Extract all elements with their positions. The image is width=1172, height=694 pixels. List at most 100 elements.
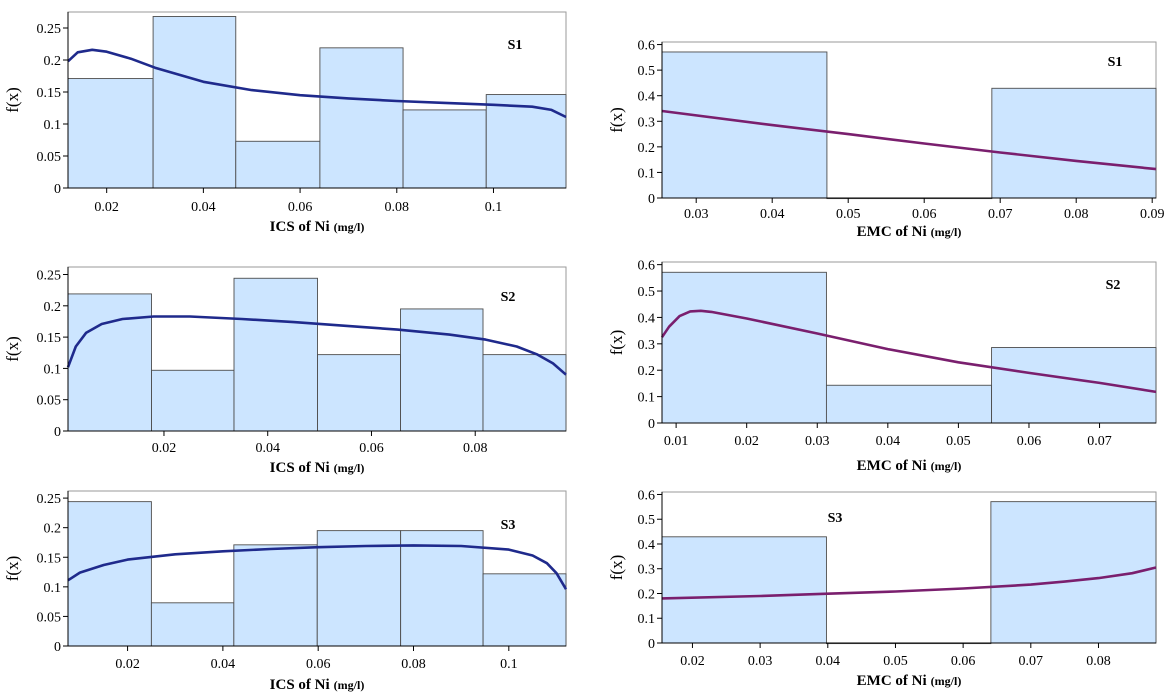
histogram-bar xyxy=(233,277,318,432)
x-tick-label: 0.04 xyxy=(760,207,785,222)
x-tick-label: 0.06 xyxy=(288,200,313,215)
x-axis-title-main: ICS of Ni xyxy=(270,677,330,693)
x-axis-title-unit: (mg/l) xyxy=(334,220,365,234)
x-axis-title-main: EMC of Ni xyxy=(857,458,927,474)
x-tick-label: 0.03 xyxy=(748,654,773,669)
histogram-bar xyxy=(235,140,321,189)
x-axis-title-unit: (mg/l) xyxy=(931,674,962,688)
y-tick-label: 0.2 xyxy=(638,141,656,156)
x-tick-label: 0.08 xyxy=(1086,654,1111,669)
x-axis-title: EMC of Ni (mg/l) xyxy=(857,224,962,240)
x-axis-title-main: ICS of Ni xyxy=(270,460,330,476)
y-tick-label: 0.25 xyxy=(37,492,62,507)
histogram-bar xyxy=(151,369,235,432)
x-tick-label: 0.07 xyxy=(1087,434,1112,449)
chart-panel-3: 0 0.05 0.1 0.15 0.2 0.25 0.02 0.04 0.06 0.08 S2 f(x… xyxy=(3,266,567,476)
histogram-bar xyxy=(991,347,1157,424)
y-tick-label: 0.25 xyxy=(37,269,62,284)
y-tick-label: 0.1 xyxy=(638,166,656,181)
histogram-bar xyxy=(990,501,1157,644)
y-tick-label: 0.1 xyxy=(44,581,62,596)
x-tick-label: 0.03 xyxy=(684,207,709,222)
fitted-curve xyxy=(661,566,1157,600)
y-tick-label: 0.1 xyxy=(638,612,656,627)
x-tick-label: 0.02 xyxy=(734,434,759,449)
y-tick-label: 0.6 xyxy=(638,259,656,274)
x-tick-label: 0.04 xyxy=(816,654,841,669)
x-tick-label: 0.02 xyxy=(115,657,140,672)
y-tick-label: 0.3 xyxy=(638,338,656,353)
y-tick-label: 0.5 xyxy=(638,64,656,79)
x-axis-title: EMC of Ni (mg/l) xyxy=(857,458,962,474)
y-tick-label: 0.2 xyxy=(638,587,656,602)
x-tick-label: 0.02 xyxy=(94,200,119,215)
x-tick-label: 0.05 xyxy=(836,207,861,222)
x-axis-title-main: ICS of Ni xyxy=(270,219,330,235)
x-axis-title-main: EMC of Ni xyxy=(857,224,927,240)
x-tick-label: 0.02 xyxy=(680,654,705,669)
y-tick-label: 0.6 xyxy=(638,39,656,54)
x-axis-title-unit: (mg/l) xyxy=(334,678,365,692)
y-tick-label: 0.3 xyxy=(638,115,656,130)
histogram-bar xyxy=(482,573,567,647)
x-axis-title-unit: (mg/l) xyxy=(334,461,365,475)
x-tick-label: 0.06 xyxy=(359,441,384,456)
histogram-bar xyxy=(67,501,152,647)
x-tick-label: 0.08 xyxy=(401,657,426,672)
y-tick-label: 0 xyxy=(54,182,61,197)
x-tick-label: 0.06 xyxy=(1017,434,1042,449)
y-tick-label: 0.05 xyxy=(37,150,62,165)
y-tick-label: 0.05 xyxy=(37,394,62,409)
y-axis-title: f(x) xyxy=(607,107,626,132)
histogram-bar xyxy=(233,544,318,647)
x-tick-label: 0.05 xyxy=(883,654,908,669)
x-tick-label: 0.04 xyxy=(211,657,236,672)
panel-label: S1 xyxy=(1108,55,1123,70)
y-tick-label: 0 xyxy=(648,417,655,432)
y-tick-label: 0.4 xyxy=(638,311,656,326)
x-axis-title: ICS of Ni (mg/l) xyxy=(270,677,365,693)
histogram-bar xyxy=(67,78,154,189)
chart-panel-2: 0 0.1 0.2 0.3 0.4 0.5 0.6 0.03 0.04 0.05 0.06 0.07 0… xyxy=(607,39,1164,240)
x-tick-label: 0.06 xyxy=(912,207,937,222)
y-tick-label: 0.05 xyxy=(37,610,62,625)
x-tick-label: 0.1 xyxy=(500,657,518,672)
x-tick-label: 0.02 xyxy=(152,441,177,456)
y-axis-title: f(x) xyxy=(607,555,626,580)
x-axis-title-unit: (mg/l) xyxy=(931,459,962,473)
chart-panel-4: 0 0.1 0.2 0.3 0.4 0.5 0.6 0.01 0.02 0.03 0.04 0.05 0… xyxy=(607,259,1157,474)
histogram-bar xyxy=(485,94,567,189)
panel-label: S1 xyxy=(508,38,523,53)
y-tick-label: 0.3 xyxy=(638,563,656,578)
y-tick-label: 0.6 xyxy=(638,488,656,503)
panel-label: S2 xyxy=(501,290,516,305)
y-tick-label: 0.4 xyxy=(638,90,656,105)
x-axis-title: EMC of Ni (mg/l) xyxy=(857,673,962,689)
x-tick-label: 0.03 xyxy=(805,434,830,449)
panel-label: S3 xyxy=(828,511,843,526)
y-tick-label: 0 xyxy=(54,425,61,440)
histogram-bar xyxy=(482,354,567,432)
y-tick-label: 0 xyxy=(648,192,655,207)
y-tick-label: 0.25 xyxy=(37,22,62,37)
y-tick-label: 0.1 xyxy=(44,362,62,377)
x-axis-title-unit: (mg/l) xyxy=(931,225,962,239)
y-tick-label: 0.2 xyxy=(44,300,62,315)
histogram-bar xyxy=(661,536,827,644)
histogram-bar xyxy=(317,354,401,432)
histogram-bar xyxy=(661,51,828,199)
y-tick-label: 0.2 xyxy=(44,522,62,537)
x-tick-label: 0.04 xyxy=(255,441,280,456)
x-tick-label: 0.01 xyxy=(664,434,689,449)
x-tick-label: 0.04 xyxy=(876,434,901,449)
x-tick-label: 0.05 xyxy=(946,434,971,449)
y-tick-label: 0.2 xyxy=(44,54,62,69)
y-axis-title: f(x) xyxy=(3,556,22,581)
y-tick-label: 0.5 xyxy=(638,285,656,300)
y-axis-title: f(x) xyxy=(3,87,22,112)
x-tick-label: 0.06 xyxy=(951,654,976,669)
fitted-curve xyxy=(660,309,1157,394)
x-tick-label: 0.07 xyxy=(988,207,1013,222)
y-tick-label: 0.15 xyxy=(37,86,62,101)
